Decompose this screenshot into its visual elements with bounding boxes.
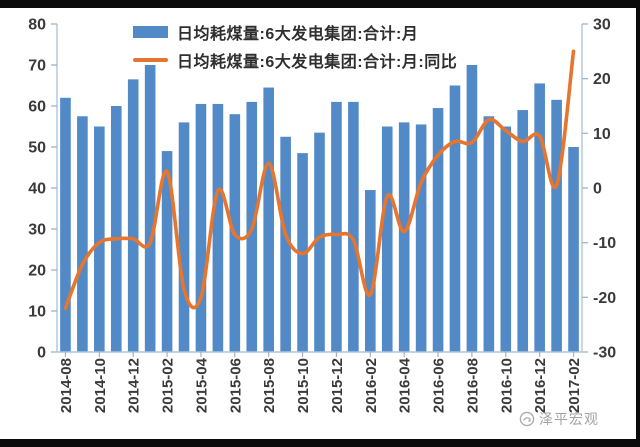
bar-2016-02	[365, 190, 376, 352]
x-axis-tick-label: 2014-12	[126, 358, 143, 413]
bars-group	[60, 65, 579, 353]
x-axis-tick-label: 2015-04	[194, 357, 211, 413]
axis-labels-group: 0 10 20 30 40 50 60 70 80 -30 -20 -10 0 10 20 30 2014-08…	[28, 17, 616, 414]
bar-2015-09	[280, 136, 291, 352]
axes-group	[51, 23, 588, 357]
right-axis-tick-label: 10	[593, 126, 611, 143]
yoy-line	[63, 49, 576, 311]
line-series-swatch	[133, 57, 168, 63]
legend-label-line-series: 日均耗煤量:6大发电集团:合计:月:同比	[177, 54, 458, 71]
watermark: 泽平宏观	[519, 409, 599, 429]
x-axis-tick-label: 2015-10	[295, 358, 312, 413]
bar-2016-10	[500, 126, 512, 352]
x-axis-tick-label: 2016-06	[431, 358, 448, 413]
bar-2015-02	[161, 151, 173, 352]
left-axis-tick-label: 80	[28, 17, 46, 34]
x-axis-tick-label: 2016-10	[498, 358, 515, 413]
left-axis-tick-label: 70	[28, 58, 46, 75]
bar-series-swatch	[133, 26, 168, 38]
logo-icon	[519, 411, 535, 427]
line-series-group	[63, 49, 576, 311]
bar-2014-12	[127, 79, 139, 352]
bar-2017-01	[551, 99, 562, 352]
bar-2014-11	[110, 106, 122, 352]
right-axis-tick-label: 20	[593, 71, 611, 88]
x-axis-tick-label: 2016-12	[532, 358, 549, 413]
right-axis-tick-label: 0	[593, 181, 602, 198]
x-axis-tick-label: 2017-02	[566, 358, 583, 413]
x-axis-tick-label: 2015-08	[261, 358, 278, 413]
bar-2015-04	[195, 103, 207, 352]
x-axis-tick-label: 2014-08	[58, 358, 75, 413]
left-axis-tick-label: 50	[28, 140, 46, 157]
right-border	[636, 0, 640, 447]
x-axis-tick-label: 2015-06	[227, 358, 244, 413]
left-axis-tick-label: 30	[28, 222, 46, 239]
bar-2014-08	[60, 97, 71, 352]
legend-item-bar-series: 日均耗煤量:6大发电集团:合计:月	[133, 22, 419, 43]
bar-2017-02	[568, 147, 579, 352]
right-axis-tick-label: 30	[593, 17, 611, 34]
bottom-border	[0, 439, 640, 447]
x-axis-tick-label: 2015-02	[160, 358, 177, 413]
x-axis-tick-label: 2016-04	[397, 357, 414, 413]
bar-2016-08	[466, 65, 478, 352]
bar-2016-05	[415, 124, 427, 352]
left-axis-tick-label: 20	[28, 263, 46, 280]
bar-2014-09	[77, 116, 88, 352]
left-axis-tick-label: 40	[28, 181, 46, 198]
bar-2016-11	[517, 110, 529, 352]
bar-2015-12	[331, 101, 342, 353]
bar-2016-01	[348, 101, 359, 353]
bar-2016-07	[449, 85, 461, 352]
right-axis-tick-label: -30	[593, 345, 616, 362]
right-axis-tick-label: -20	[593, 290, 616, 307]
left-axis-tick-label: 10	[28, 304, 46, 321]
bar-2016-03	[381, 126, 393, 352]
watermark-text: 泽平宏观	[539, 411, 599, 427]
right-axis-tick-label: -10	[593, 235, 616, 252]
bar-2015-01	[144, 65, 156, 352]
bar-2015-11	[314, 132, 325, 352]
bar-2016-09	[483, 116, 495, 352]
top-border	[0, 0, 640, 8]
bar-2016-06	[432, 108, 444, 352]
left-axis-tick-label: 60	[28, 99, 46, 116]
legend-label-bar-series: 日均耗煤量:6大发电集团:合计:月	[177, 26, 419, 43]
legend-item-line-series: 日均耗煤量:6大发电集团:合计:月:同比	[133, 50, 458, 71]
bar-2014-10	[94, 126, 105, 352]
x-axis-tick-label: 2014-10	[92, 358, 109, 413]
bar-2015-03	[178, 122, 190, 353]
bar-2015-08	[263, 87, 274, 353]
bar-2016-12	[534, 83, 545, 352]
bar-2016-04	[398, 122, 410, 353]
left-axis-tick-label: 0	[37, 345, 46, 362]
bar-2015-05	[212, 103, 224, 352]
x-axis-tick-label: 2016-02	[363, 358, 380, 413]
x-axis-tick-label: 2016-08	[464, 358, 481, 413]
x-axis-tick-label: 2015-12	[329, 358, 346, 413]
